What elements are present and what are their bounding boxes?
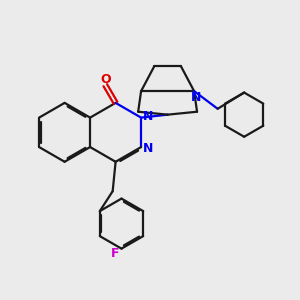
Text: F: F xyxy=(111,248,119,260)
Text: O: O xyxy=(100,74,111,86)
Text: N: N xyxy=(190,91,201,104)
Text: N: N xyxy=(142,110,153,123)
Text: N: N xyxy=(142,142,153,155)
